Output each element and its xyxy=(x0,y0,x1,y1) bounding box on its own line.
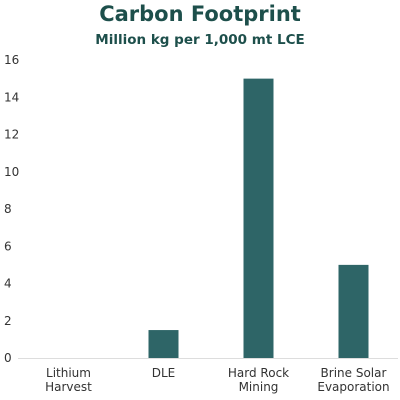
y-tick-label: 16 xyxy=(4,53,19,67)
y-tick-label: 14 xyxy=(4,90,19,104)
y-tick-label: 0 xyxy=(4,351,12,365)
chart-subtitle: Million kg per 1,000 mt LCE xyxy=(95,32,305,48)
y-tick-label: 8 xyxy=(4,202,12,216)
bar xyxy=(148,330,179,358)
y-tick-label: 2 xyxy=(4,314,12,328)
bar xyxy=(243,78,274,358)
y-tick-label: 10 xyxy=(4,165,19,179)
y-tick-label: 12 xyxy=(4,128,19,142)
x-category-label: DLE xyxy=(152,366,176,380)
x-category-label: Brine Solar Evaporation xyxy=(317,366,389,394)
y-tick-label: 4 xyxy=(4,277,12,291)
chart-title: Carbon Footprint xyxy=(99,2,301,26)
x-category-label: Hard Rock Mining xyxy=(228,366,289,394)
y-tick-label: 6 xyxy=(4,239,12,253)
bar xyxy=(338,264,369,358)
x-category-label: Lithium Harvest xyxy=(45,366,92,394)
